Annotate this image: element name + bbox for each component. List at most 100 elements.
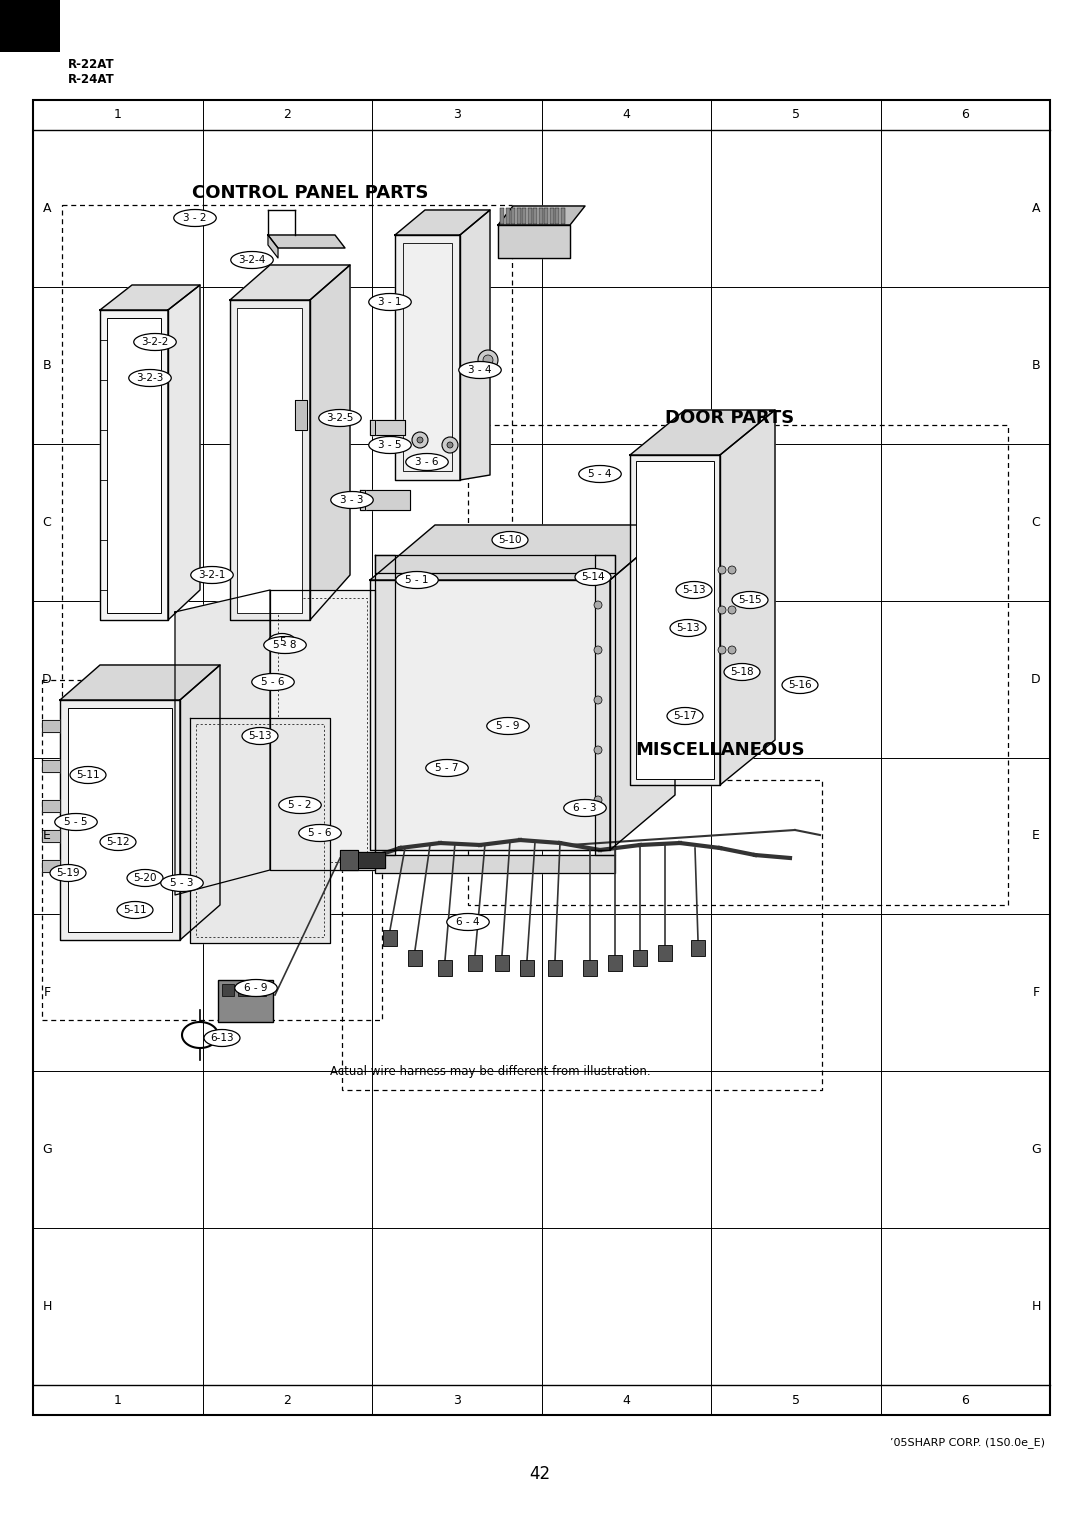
Bar: [468, 425, 1008, 905]
Circle shape: [718, 565, 726, 575]
Ellipse shape: [204, 1030, 240, 1047]
Text: B: B: [1031, 359, 1040, 371]
Circle shape: [728, 646, 735, 654]
Ellipse shape: [395, 571, 438, 588]
Circle shape: [442, 437, 458, 452]
Circle shape: [478, 350, 498, 370]
Bar: [500, 208, 504, 225]
Text: 5-12: 5-12: [106, 837, 130, 847]
Text: Actual wire harness may be different from illustration.: Actual wire harness may be different fro…: [329, 1065, 650, 1077]
Ellipse shape: [161, 874, 203, 891]
Polygon shape: [395, 235, 460, 480]
Circle shape: [718, 607, 726, 614]
Text: 3-2-2: 3-2-2: [141, 338, 168, 347]
Polygon shape: [630, 410, 775, 455]
Bar: [519, 960, 534, 976]
Text: H: H: [42, 1300, 52, 1313]
Bar: [505, 208, 510, 225]
Polygon shape: [498, 225, 570, 258]
Bar: [691, 940, 705, 957]
Polygon shape: [370, 526, 675, 581]
Ellipse shape: [231, 252, 273, 269]
Text: 6 - 9: 6 - 9: [244, 983, 268, 993]
Ellipse shape: [670, 619, 706, 637]
Text: 42: 42: [529, 1465, 551, 1484]
Bar: [238, 984, 249, 996]
Polygon shape: [190, 718, 330, 943]
Bar: [438, 960, 453, 976]
Circle shape: [417, 437, 423, 443]
Text: 1: 1: [113, 1394, 122, 1406]
Bar: [62, 205, 512, 775]
Text: 6-13: 6-13: [211, 1033, 233, 1044]
Text: 6: 6: [961, 108, 969, 122]
Ellipse shape: [268, 634, 296, 651]
Circle shape: [594, 746, 602, 753]
Text: 3-2-4: 3-2-4: [239, 255, 266, 264]
Bar: [534, 208, 537, 225]
Polygon shape: [295, 400, 307, 429]
Text: 5-20: 5-20: [133, 872, 157, 883]
Text: A: A: [43, 202, 51, 215]
Bar: [342, 779, 822, 1089]
Text: 3 - 1: 3 - 1: [378, 296, 402, 307]
Ellipse shape: [50, 865, 86, 882]
Bar: [658, 944, 672, 961]
Ellipse shape: [487, 718, 529, 735]
Circle shape: [594, 601, 602, 610]
Polygon shape: [370, 420, 405, 435]
Text: C: C: [1031, 515, 1040, 529]
Text: 5 - 5: 5 - 5: [64, 817, 87, 827]
Text: 5-13: 5-13: [676, 623, 700, 633]
Text: 5-15: 5-15: [739, 594, 761, 605]
Circle shape: [728, 607, 735, 614]
Ellipse shape: [492, 532, 528, 549]
Ellipse shape: [242, 727, 278, 744]
Circle shape: [483, 354, 492, 365]
Text: ’05SHARP CORP. (1S0.0e_E): ’05SHARP CORP. (1S0.0e_E): [890, 1436, 1045, 1449]
Bar: [516, 208, 521, 225]
Text: 3-2-3: 3-2-3: [136, 373, 164, 384]
Circle shape: [594, 646, 602, 654]
Polygon shape: [230, 299, 310, 620]
Text: 5 - 4: 5 - 4: [589, 469, 611, 478]
Text: MISCELLANEOUS: MISCELLANEOUS: [635, 741, 805, 759]
Polygon shape: [360, 490, 365, 510]
Text: 5 - 7: 5 - 7: [435, 762, 459, 773]
Ellipse shape: [299, 825, 341, 842]
Text: 5 - 9: 5 - 9: [496, 721, 519, 730]
Ellipse shape: [447, 914, 489, 931]
Bar: [68, 707, 172, 932]
Polygon shape: [42, 720, 60, 732]
Ellipse shape: [732, 591, 768, 608]
Bar: [583, 960, 597, 976]
Ellipse shape: [129, 370, 172, 387]
Text: 3: 3: [453, 1394, 461, 1406]
Polygon shape: [268, 235, 345, 248]
Text: R-24AT: R-24AT: [68, 73, 114, 86]
Polygon shape: [42, 801, 60, 811]
Polygon shape: [460, 209, 490, 480]
Text: DOOR PARTS: DOOR PARTS: [665, 410, 795, 426]
Text: 5: 5: [279, 637, 285, 646]
Bar: [636, 461, 714, 779]
Bar: [383, 931, 397, 946]
Polygon shape: [100, 310, 168, 620]
Text: 5: 5: [792, 1394, 800, 1406]
Text: 3 - 6: 3 - 6: [415, 457, 438, 468]
Bar: [544, 208, 548, 225]
Polygon shape: [42, 860, 60, 872]
Polygon shape: [175, 590, 270, 895]
Text: 3-2-5: 3-2-5: [326, 413, 353, 423]
Ellipse shape: [70, 767, 106, 784]
Text: F: F: [43, 986, 51, 999]
Polygon shape: [370, 581, 610, 850]
Polygon shape: [42, 830, 60, 842]
Ellipse shape: [234, 979, 278, 996]
Bar: [408, 950, 422, 966]
Text: 5-17: 5-17: [673, 711, 697, 721]
Ellipse shape: [426, 759, 469, 776]
Ellipse shape: [575, 568, 611, 585]
Text: 3 - 4: 3 - 4: [469, 365, 491, 374]
Ellipse shape: [319, 410, 361, 426]
